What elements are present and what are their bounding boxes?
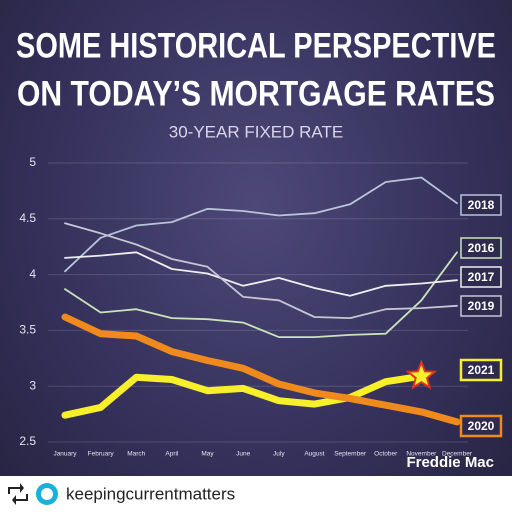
x-tick-label: November — [406, 451, 437, 458]
source: Freddie Mac — [406, 454, 494, 471]
x-tick-label: May — [201, 451, 214, 458]
legend-entry: 2021 — [459, 358, 503, 382]
legend-label: 2016 — [468, 241, 495, 255]
series-line — [64, 222, 458, 319]
x-tick-label: March — [127, 451, 145, 458]
repost-icon — [8, 483, 28, 505]
repost-user[interactable]: keepingcurrentmatters — [66, 484, 235, 503]
legend-entry: 2019 — [460, 295, 502, 317]
chart: SOME HISTORICAL PERSPECTIVE ON TODAY’S M… — [16, 26, 503, 471]
repost-bar-graphics: keepingcurrentmatters — [8, 483, 235, 505]
legend-box — [459, 358, 503, 382]
x-tick-label: January — [53, 451, 77, 458]
x-tick-label: August — [304, 451, 324, 458]
y-tick-label: 4 — [29, 267, 36, 281]
x-tick-label: July — [273, 451, 285, 458]
repost-bar: keepingcurrentmatters — [0, 476, 512, 512]
legend-box — [460, 237, 502, 259]
y-tick-label: 2.5 — [19, 434, 36, 448]
x-tick-label: June — [236, 451, 250, 458]
x-tick-label: February — [88, 451, 115, 458]
series-line — [64, 176, 458, 273]
series-line — [64, 251, 458, 338]
x-tick-label: December — [442, 451, 473, 458]
legend-entry: 2016 — [460, 237, 502, 259]
series-line — [64, 251, 458, 297]
y-tick-label: 3 — [29, 378, 36, 392]
legend-label: 2019 — [468, 299, 495, 313]
legend-box — [460, 194, 502, 216]
series-line — [61, 313, 461, 426]
x-tick-label: April — [165, 451, 179, 458]
legend-label: 2018 — [468, 198, 495, 212]
x-tick-label: October — [374, 451, 398, 458]
legend-entry: 2017 — [460, 266, 502, 288]
x-tick-label: September — [334, 451, 367, 458]
legend-label: 2017 — [468, 270, 495, 284]
legend-box — [459, 414, 503, 438]
chart-title-line2: ON TODAY’S MORTGAGE RATES — [17, 74, 495, 113]
legend-entry: 2018 — [460, 194, 502, 216]
y-tick-label: 5 — [29, 155, 36, 169]
legend-box — [460, 295, 502, 317]
legend-entry: 2020 — [459, 414, 503, 438]
chart-title: SOME HISTORICAL PERSPECTIVE — [16, 26, 496, 65]
y-tick-label: 3.5 — [19, 323, 36, 337]
chart-subtitle: 30-YEAR FIXED RATE — [169, 122, 343, 141]
series-line — [61, 372, 425, 419]
star-marker — [405, 359, 438, 390]
avatar-inner — [41, 488, 53, 500]
legend-label: 2020 — [468, 419, 495, 433]
y-tick-label: 4.5 — [19, 211, 36, 225]
legend-label: 2021 — [468, 363, 495, 377]
legend-box — [460, 266, 502, 288]
